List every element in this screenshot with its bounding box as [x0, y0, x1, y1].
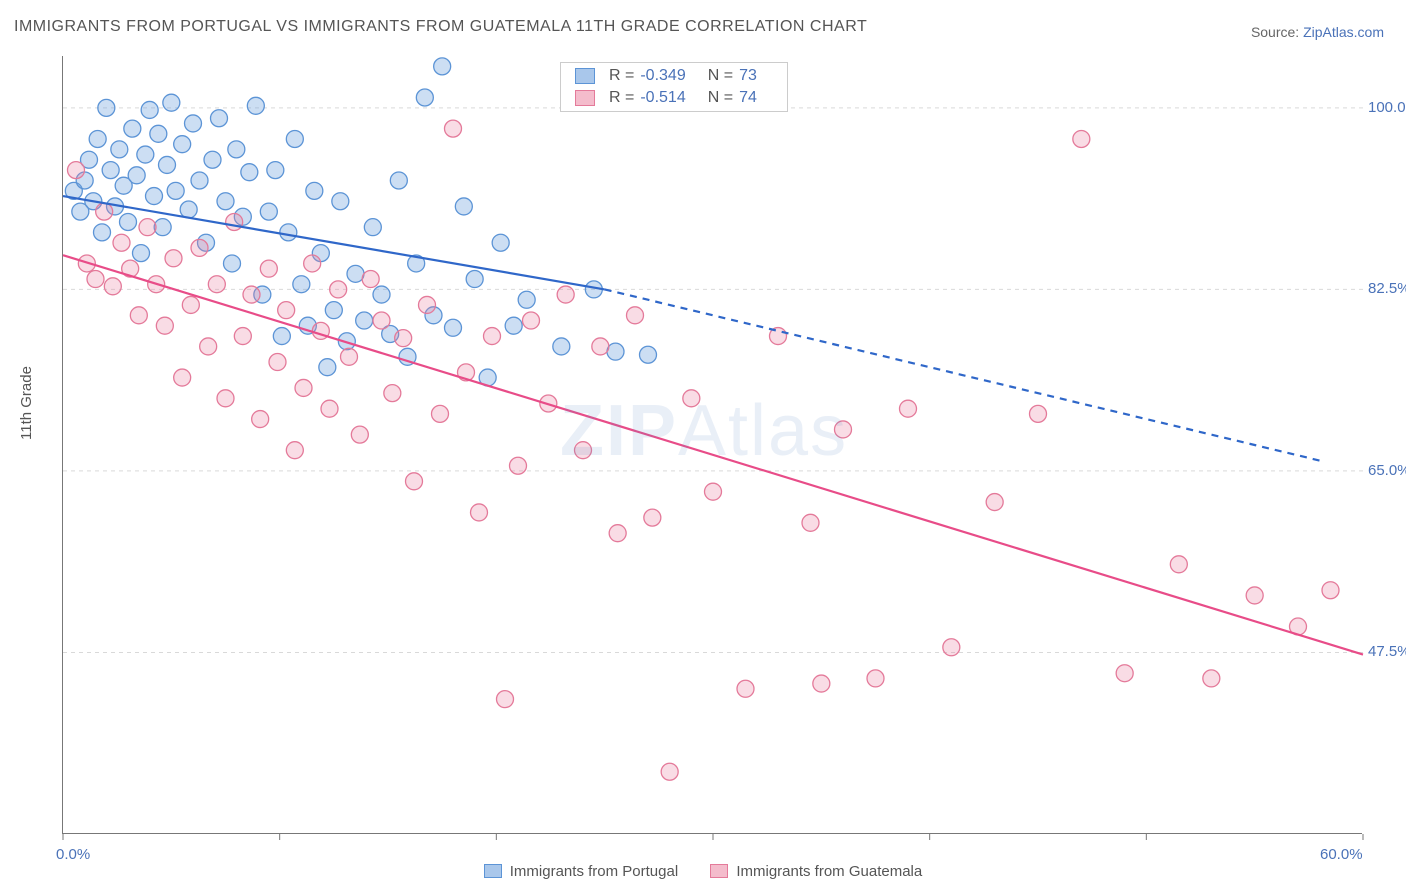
swatch-portugal [575, 68, 595, 84]
n-label: N = [708, 67, 733, 85]
legend-label-guatemala: Immigrants from Guatemala [736, 863, 922, 880]
source-value: ZipAtlas.com [1303, 24, 1384, 40]
chart-title: IMMIGRANTS FROM PORTUGAL VS IMMIGRANTS F… [14, 18, 867, 36]
swatch-portugal [484, 864, 502, 878]
y-tick-label: 100.0% [1368, 99, 1406, 116]
r-value-guatemala: -0.514 [640, 89, 685, 107]
r-label: R = [609, 67, 634, 85]
scatter-chart-svg [63, 56, 1363, 834]
r-label: R = [609, 89, 634, 107]
r-value-portugal: -0.349 [640, 67, 685, 85]
swatch-guatemala [710, 864, 728, 878]
y-tick-label: 65.0% [1368, 462, 1406, 479]
y-tick-label: 82.5% [1368, 280, 1406, 297]
x-tick-label: 60.0% [1320, 846, 1363, 863]
source-label: Source: [1251, 24, 1303, 40]
n-value-guatemala: 74 [739, 89, 757, 107]
bottom-legend: Immigrants from Portugal Immigrants from… [0, 863, 1406, 883]
y-tick-label: 47.5% [1368, 643, 1406, 660]
legend-item-portugal: Immigrants from Portugal [484, 863, 678, 880]
n-value-portugal: 73 [739, 67, 757, 85]
source-attribution: Source: ZipAtlas.com [1251, 24, 1384, 40]
stat-row-guatemala: R = -0.514 N = 74 [561, 87, 787, 109]
x-tick-label: 0.0% [56, 846, 90, 863]
n-label: N = [708, 89, 733, 107]
plot-area [62, 56, 1362, 834]
legend-item-guatemala: Immigrants from Guatemala [710, 863, 922, 880]
stat-row-portugal: R = -0.349 N = 73 [561, 65, 787, 87]
legend-label-portugal: Immigrants from Portugal [510, 863, 678, 880]
swatch-guatemala [575, 90, 595, 106]
correlation-stats-legend: R = -0.349 N = 73 R = -0.514 N = 74 [560, 62, 788, 112]
y-axis-label: 11th Grade [18, 366, 35, 440]
